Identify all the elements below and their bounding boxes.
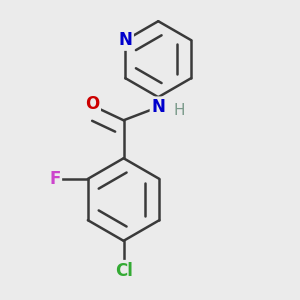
Text: H: H <box>174 103 185 118</box>
Text: F: F <box>49 170 61 188</box>
Text: N: N <box>151 98 165 116</box>
Text: O: O <box>85 95 99 113</box>
Text: N: N <box>118 31 132 49</box>
Text: Cl: Cl <box>115 262 133 280</box>
